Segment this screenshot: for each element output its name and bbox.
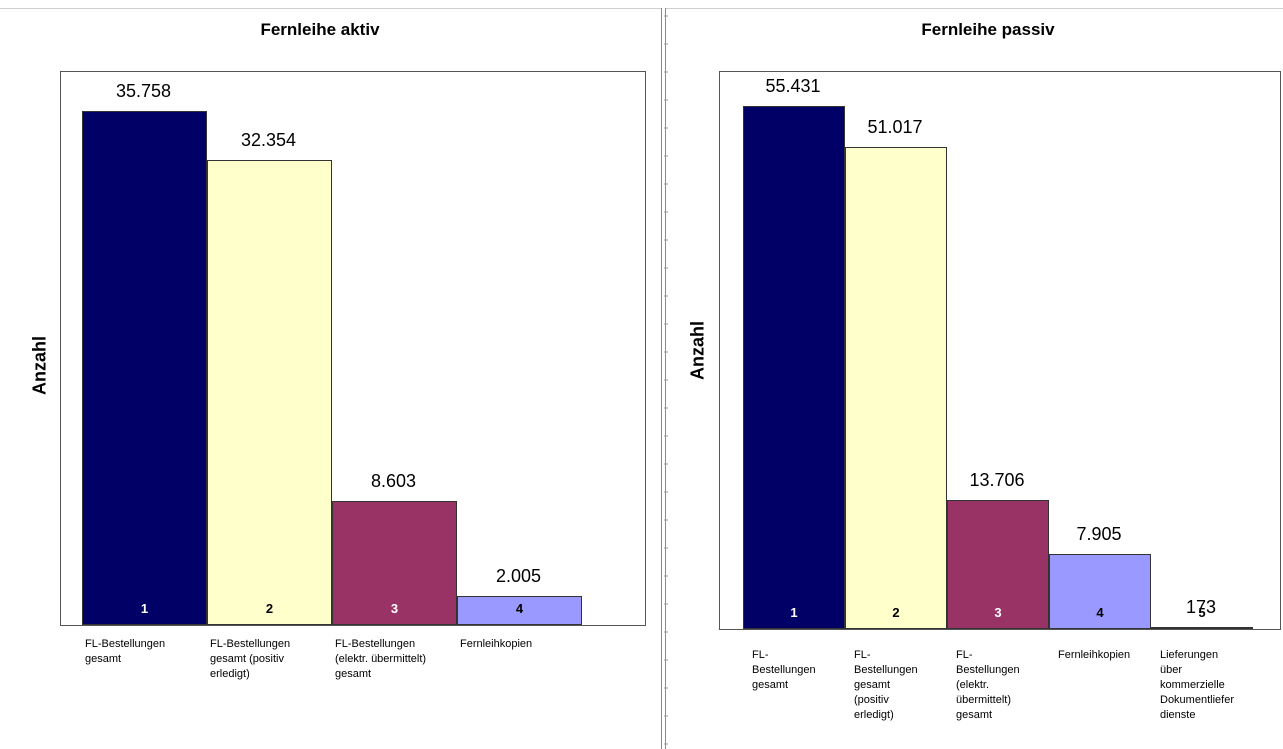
plot-area: 1 2 3 4 5: [719, 71, 1281, 630]
chart-title: Fernleihe passiv: [921, 20, 1055, 39]
chart-title: Fernleihe aktiv: [260, 20, 380, 39]
chart-panel-aktiv: Fernleihe aktiv Anzahl 1 2 3 4 35.758 FL-Bes…: [29, 20, 646, 680]
bar-number-label: 1: [140, 601, 149, 616]
bar-number-label: 4: [515, 601, 524, 616]
category-label: FL-Bestellungen (elektr. übermittelt) ge…: [335, 638, 427, 680]
bar-number-label: 4: [1096, 605, 1104, 620]
bar-number-label: 2: [265, 601, 274, 616]
bar-3: [947, 499, 1049, 629]
bar-2: [845, 147, 947, 629]
data-value-label: 173: [1185, 597, 1217, 617]
data-value-label: 32.354: [240, 130, 297, 151]
bar-number-label: 2: [892, 605, 900, 620]
bar-1: [743, 105, 845, 629]
bar-number-label: 3: [390, 601, 399, 616]
panel-divider[interactable]: [661, 8, 666, 749]
data-value-label: 8.603: [370, 471, 417, 492]
bar-3: [332, 501, 457, 625]
top-border-line: [0, 8, 1283, 9]
category-label: FL-Bestellungen gesamt (positiv erledigt…: [210, 638, 291, 680]
category-label: FL- Bestellungen gesamt: [752, 649, 816, 691]
data-value-label: 7.905: [1076, 524, 1122, 545]
bar-4: [1049, 554, 1151, 629]
data-value-label: 51.017: [867, 117, 923, 138]
divider-ruler: [664, 15, 668, 745]
bar-number-label: 3: [994, 605, 1002, 620]
category-label: Lieferungen über kommerzielle Dokumentli…: [1160, 649, 1234, 721]
bar-number-label: 1: [790, 605, 798, 620]
data-value-label: 35.758: [115, 81, 172, 102]
data-value-label: 13.706: [969, 469, 1025, 490]
category-label: FL- Bestellungen (elektr. übermittelt) g…: [956, 649, 1020, 721]
category-label: FL-Bestellungen gesamt: [85, 638, 166, 665]
data-value-label: 55.431: [765, 75, 821, 96]
plot-area: 1 2 3 4: [60, 71, 646, 626]
y-axis-label: Anzahl: [687, 321, 708, 381]
bar-number-label: 5: [1198, 605, 1206, 620]
category-label: FL- Bestellungen gesamt (positiv erledig…: [854, 649, 918, 721]
chart-panel-passiv: Fernleihe passiv Anzahl 1 2 3 4 5 55.431 FL- …: [668, 0, 1283, 749]
data-value-label: 2.005: [495, 566, 542, 587]
y-axis-label: Anzahl: [29, 336, 50, 396]
bar-1: [82, 111, 207, 625]
category-label: Fernleihkopien: [1058, 649, 1131, 661]
bar-4: [457, 596, 582, 625]
bar-5: [1151, 627, 1253, 629]
bar-2: [207, 160, 332, 625]
category-label: Fernleihkopien: [460, 638, 533, 650]
